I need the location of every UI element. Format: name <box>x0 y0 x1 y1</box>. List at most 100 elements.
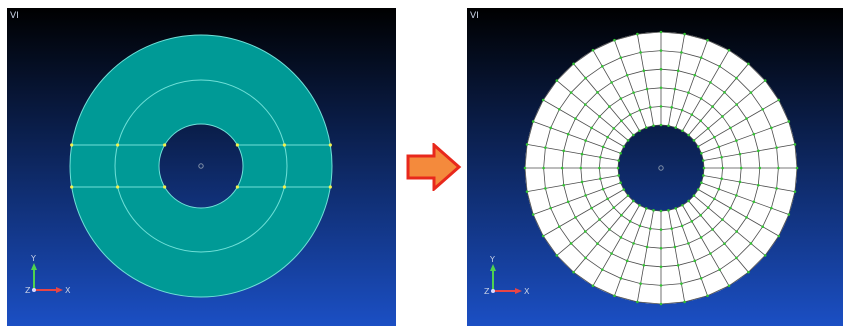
mesh-node <box>652 124 655 127</box>
vertex-node <box>235 185 239 189</box>
mesh-node <box>638 129 641 133</box>
mesh-node <box>680 224 684 228</box>
mesh-node <box>680 282 683 285</box>
x-axis-label: X <box>65 286 71 295</box>
mesh-node <box>749 242 753 245</box>
mesh-radial-line <box>592 205 640 286</box>
axis-triad: Y Z X <box>25 254 71 295</box>
mesh-node <box>541 98 545 102</box>
mesh-face <box>525 32 797 304</box>
mesh-node <box>558 108 561 111</box>
mesh-node <box>711 228 714 231</box>
mesh-node <box>729 126 732 130</box>
mesh-node <box>700 151 703 155</box>
mesh-node <box>793 190 797 193</box>
annulus-mesh[interactable] <box>523 30 799 306</box>
mesh-node <box>642 263 646 267</box>
mesh-viewport[interactable]: Y Z X VI <box>467 8 843 326</box>
mesh-node <box>566 132 570 136</box>
viewport-label: VI <box>10 11 19 21</box>
mesh-node <box>638 108 642 112</box>
mesh-node <box>717 145 721 149</box>
mesh-node <box>727 284 731 288</box>
mesh-node <box>601 145 605 149</box>
mesh-node <box>525 190 529 193</box>
mesh-node <box>644 207 648 210</box>
mesh-radial-line <box>636 210 654 303</box>
mesh-node <box>683 300 686 304</box>
mesh-radial-line <box>693 80 766 141</box>
mesh-node <box>659 265 663 269</box>
mesh-node <box>659 209 663 213</box>
mesh-node <box>622 145 626 148</box>
mesh-node <box>720 177 723 180</box>
mesh-radial-line <box>682 205 730 286</box>
mesh-node <box>713 135 716 139</box>
mesh-node <box>541 234 545 238</box>
mesh-node <box>699 119 702 123</box>
mesh-node <box>680 108 684 112</box>
mesh-node <box>687 242 690 245</box>
mesh-node <box>787 213 791 216</box>
mesh-node <box>591 284 595 288</box>
mesh-node <box>659 86 663 90</box>
mesh-node <box>752 132 756 136</box>
mesh-node <box>606 197 609 201</box>
vertex-node <box>70 185 74 189</box>
mesh-node <box>598 115 601 118</box>
mesh-node <box>619 277 623 280</box>
mesh-node <box>713 197 716 201</box>
mesh-node <box>756 149 760 153</box>
mesh-node <box>667 124 670 127</box>
mesh-node <box>584 76 587 80</box>
z-axis-dot <box>32 288 36 292</box>
mesh-node <box>735 230 738 233</box>
annulus-geometry[interactable] <box>69 34 333 298</box>
mesh-node <box>569 242 573 245</box>
mesh-node <box>601 187 605 191</box>
mesh-radial-line <box>573 200 634 273</box>
mesh-radial-line <box>636 33 654 126</box>
mesh-radial-line <box>556 80 629 141</box>
mesh-node <box>696 188 700 191</box>
mesh-node <box>598 218 601 221</box>
vertex-node <box>282 143 286 147</box>
mesh-node <box>770 206 773 210</box>
mesh-node <box>645 245 649 249</box>
mesh-node <box>599 156 602 159</box>
mesh-node <box>574 216 577 219</box>
mesh-node <box>690 113 694 116</box>
mesh-node <box>599 177 602 180</box>
mesh-node <box>670 106 673 109</box>
mesh-node <box>739 166 743 170</box>
geometry-viewport[interactable]: Y Z X VI <box>7 8 396 326</box>
mesh-node <box>775 146 778 149</box>
mesh-node <box>693 73 697 77</box>
mesh-radial-line <box>526 175 619 193</box>
mesh-radial-line <box>698 189 779 237</box>
vertex-node <box>235 143 239 147</box>
mesh-node <box>735 76 738 80</box>
mesh-node <box>723 242 726 245</box>
mesh-node <box>525 143 529 146</box>
mesh-node <box>667 209 670 212</box>
mesh-node <box>702 159 705 162</box>
mesh-node <box>562 183 566 187</box>
mesh-radial-line <box>698 99 779 147</box>
mesh-node <box>699 213 702 217</box>
mesh-radial-line <box>573 63 634 136</box>
geometry-canvas[interactable]: Y Z X <box>7 8 396 326</box>
mesh-node <box>580 152 584 156</box>
mesh-node <box>673 245 677 249</box>
mesh-node <box>642 69 646 73</box>
mesh-node <box>693 259 697 263</box>
mesh-node <box>727 48 731 52</box>
mesh-radial-line <box>614 40 647 128</box>
mesh-node <box>699 236 703 239</box>
mesh-node <box>706 38 709 42</box>
mesh-node <box>718 268 721 271</box>
mesh-node <box>699 277 703 280</box>
mesh-node <box>639 51 642 54</box>
mesh-canvas[interactable]: Y Z X <box>467 8 843 326</box>
mesh-node <box>687 133 690 137</box>
